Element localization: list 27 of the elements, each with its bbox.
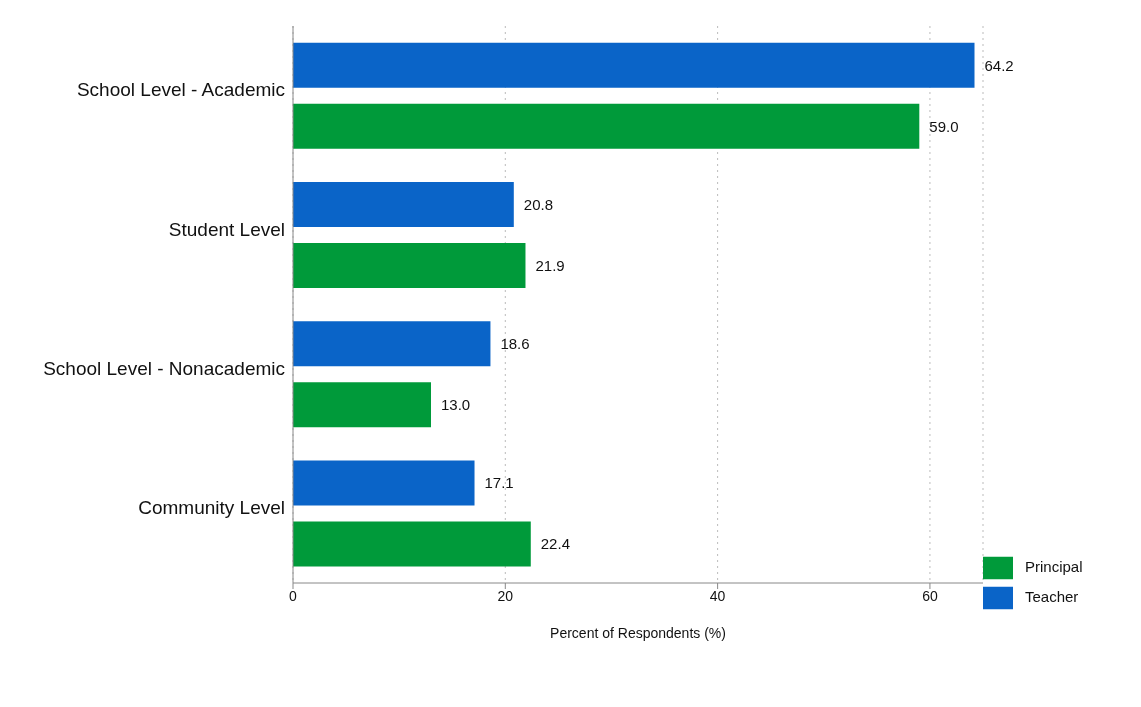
bar <box>293 42 975 88</box>
y-tick-label: Student Level <box>168 218 285 240</box>
data-label: 64.2 <box>984 56 1014 74</box>
legend-label: Principal <box>1025 558 1083 576</box>
x-tick-label: 0 <box>289 587 298 604</box>
x-tick-label: 40 <box>709 587 726 604</box>
bar <box>293 521 531 567</box>
bar <box>293 460 475 506</box>
x-tick-label: 60 <box>922 587 938 604</box>
legend-label: Teacher <box>1025 588 1079 606</box>
x-tick-label: 20 <box>497 587 514 604</box>
data-label: 13.0 <box>441 396 471 414</box>
y-tick-label: Community Level <box>138 497 285 519</box>
bar <box>293 181 514 227</box>
data-label: 59.0 <box>929 117 959 135</box>
y-tick-label: School Level - Nonacademic <box>43 357 285 379</box>
bar <box>293 242 526 288</box>
data-label: 18.6 <box>500 335 530 353</box>
data-label: 17.1 <box>484 474 514 492</box>
x-axis-title: Percent of Respondents (%) <box>550 625 726 641</box>
data-label: 22.4 <box>540 535 570 553</box>
bar <box>293 103 920 149</box>
data-label: 21.9 <box>535 256 565 274</box>
bar <box>293 321 491 367</box>
bar <box>293 382 431 428</box>
y-tick-label: School Level - Academic <box>76 79 285 101</box>
data-label: 20.8 <box>523 195 553 213</box>
